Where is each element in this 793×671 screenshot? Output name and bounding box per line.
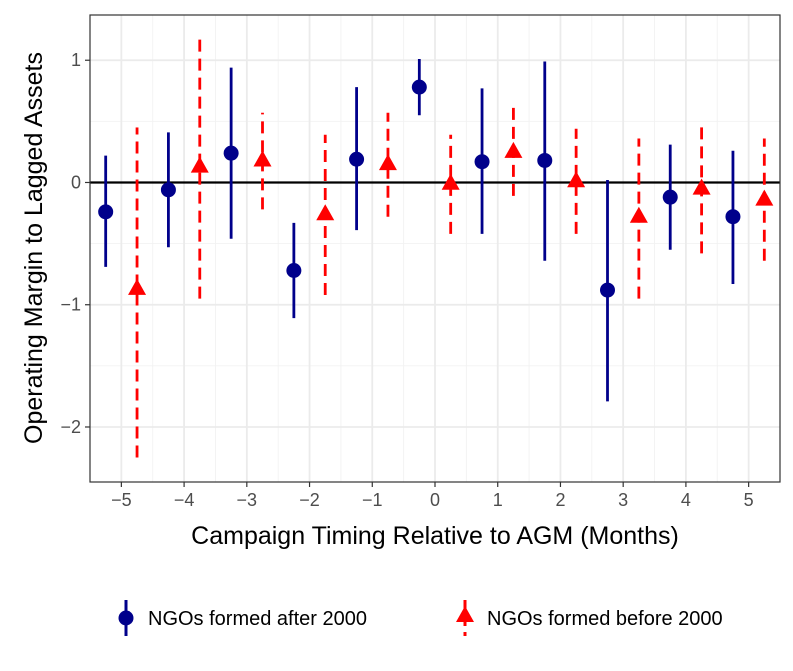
- series-after-2000: [98, 59, 741, 402]
- y-axis-title: Operating Margin to Lagged Assets: [20, 52, 48, 444]
- grid-major: [90, 15, 780, 482]
- x-tick-label: −1: [362, 490, 383, 510]
- point-before-2000: [755, 189, 774, 206]
- legend-key-after-2000-marker: [118, 610, 134, 626]
- x-tick-label: 2: [555, 490, 565, 510]
- series-before-2000: [128, 35, 774, 458]
- point-before-2000: [378, 154, 397, 171]
- point-after-2000: [349, 151, 365, 167]
- point-after-2000: [223, 145, 239, 161]
- y-tick-label: 1: [71, 50, 81, 70]
- point-after-2000: [662, 189, 678, 205]
- x-tick-label: −3: [237, 490, 258, 510]
- y-tick-label: −1: [60, 295, 81, 315]
- point-before-2000: [567, 171, 586, 188]
- point-after-2000: [537, 152, 553, 168]
- x-tick-label: 0: [430, 490, 440, 510]
- x-axis-title: Campaign Timing Relative to AGM (Months): [191, 522, 679, 550]
- x-axis-ticks: −5 −4 −3 −2 −1 0 1 2 3 4 5: [111, 482, 754, 510]
- legend-key-before-2000: [456, 600, 474, 636]
- point-before-2000: [629, 206, 648, 223]
- legend: NGOs formed after 2000 NGOs formed befor…: [118, 600, 723, 636]
- x-tick-label: −4: [174, 490, 195, 510]
- x-tick-label: 5: [744, 490, 754, 510]
- point-before-2000: [316, 204, 335, 221]
- point-after-2000: [286, 263, 302, 279]
- legend-key-before-2000-marker: [456, 606, 474, 622]
- point-after-2000: [411, 79, 427, 95]
- legend-label-before-2000: NGOs formed before 2000: [487, 608, 723, 630]
- y-tick-label: −2: [60, 417, 81, 437]
- x-tick-label: 1: [493, 490, 503, 510]
- point-after-2000: [98, 204, 114, 220]
- point-before-2000: [253, 150, 272, 167]
- x-tick-label: −5: [111, 490, 132, 510]
- point-before-2000: [128, 278, 147, 295]
- legend-key-after-2000: [118, 600, 134, 636]
- point-before-2000: [190, 156, 209, 173]
- x-tick-label: −2: [299, 490, 320, 510]
- point-before-2000: [692, 178, 711, 195]
- point-after-2000: [600, 282, 615, 298]
- point-before-2000: [504, 141, 523, 158]
- y-tick-label: 0: [71, 172, 81, 192]
- x-tick-label: 4: [681, 490, 691, 510]
- point-after-2000: [474, 154, 490, 170]
- x-tick-label: 3: [618, 490, 628, 510]
- data-marks: [98, 35, 774, 458]
- legend-label-after-2000: NGOs formed after 2000: [148, 608, 367, 630]
- point-before-2000: [441, 173, 460, 190]
- point-after-2000: [725, 209, 741, 225]
- point-after-2000: [160, 182, 176, 198]
- y-axis-ticks: −2 −1 0 1: [60, 50, 90, 437]
